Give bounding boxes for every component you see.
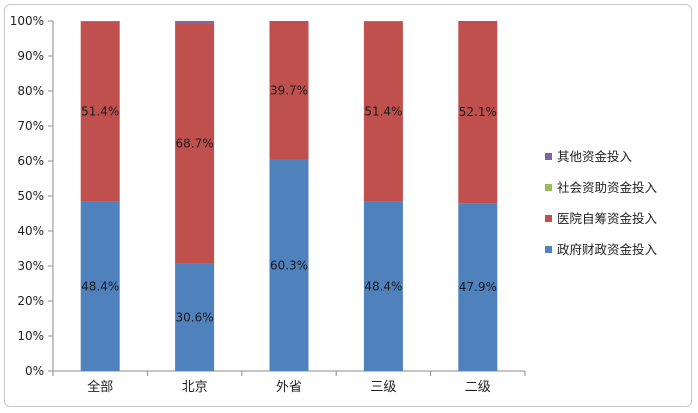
legend-label: 社会资助资金投入 — [557, 180, 658, 195]
bar-segment — [269, 159, 309, 371]
data-label: 47.9% — [459, 280, 497, 294]
data-label: 48.4% — [81, 279, 119, 293]
bar-segment — [175, 23, 215, 264]
y-tick-label: 60% — [17, 154, 44, 168]
bar-segment — [80, 201, 120, 371]
y-tick-label: 20% — [17, 294, 44, 308]
bar-segment — [363, 21, 403, 202]
axes: 0% 10% 20% 30% 40% 50% 60% 70% 80% 90% 100% 全部 北京 外省 三… — [10, 14, 526, 395]
y-tick-label: 80% — [17, 84, 44, 98]
legend-swatch — [545, 215, 552, 222]
legend-label: 政府财政资金投入 — [557, 242, 658, 257]
data-label: 30.6% — [176, 310, 214, 324]
data-label: 39.7% — [270, 83, 308, 97]
x-category-label: 北京 — [182, 380, 208, 395]
y-tick-label: 70% — [17, 119, 44, 133]
legend-swatch — [545, 184, 552, 191]
bar-segment — [175, 263, 215, 371]
bar-segment — [175, 21, 215, 24]
legend-swatch — [545, 246, 552, 253]
y-tick-label: 50% — [17, 189, 44, 203]
legend-label: 医院自筹资金投入 — [557, 211, 658, 226]
y-tick-label: 10% — [17, 329, 44, 343]
y-tick-label: 100% — [10, 14, 44, 28]
bar-segment — [269, 21, 309, 160]
data-label: 60.3% — [270, 258, 308, 272]
x-category-label: 三级 — [370, 380, 396, 395]
data-label: 51.4% — [81, 105, 119, 119]
y-tick-label: 0% — [25, 364, 44, 378]
bars — [80, 21, 498, 371]
data-label: 48.4% — [364, 279, 402, 293]
bar-segment — [363, 21, 403, 22]
y-tick-label: 90% — [17, 49, 44, 63]
x-category-label: 二级 — [465, 380, 491, 395]
x-category-label: 全部 — [87, 379, 113, 395]
x-category-label: 外省 — [276, 380, 302, 395]
bar-segment — [458, 21, 498, 204]
chart-frame — [4, 4, 692, 407]
y-tick-label: 30% — [17, 259, 44, 273]
legend-swatch — [545, 153, 552, 160]
data-labels: 48.4% 51.4% 30.6% 68.7% 60.3% 39.7% 48.4% 51.4%… — [81, 83, 497, 324]
data-label: 52.1% — [459, 105, 497, 119]
bar-segment — [80, 21, 120, 202]
bar-segment — [80, 21, 120, 22]
data-label: 51.4% — [364, 105, 402, 119]
data-label: 68.7% — [176, 137, 214, 151]
bar-segment — [363, 201, 403, 371]
legend-label: 其他资金投入 — [557, 149, 633, 164]
y-tick-label: 40% — [17, 224, 44, 238]
bar-segment — [458, 203, 498, 371]
